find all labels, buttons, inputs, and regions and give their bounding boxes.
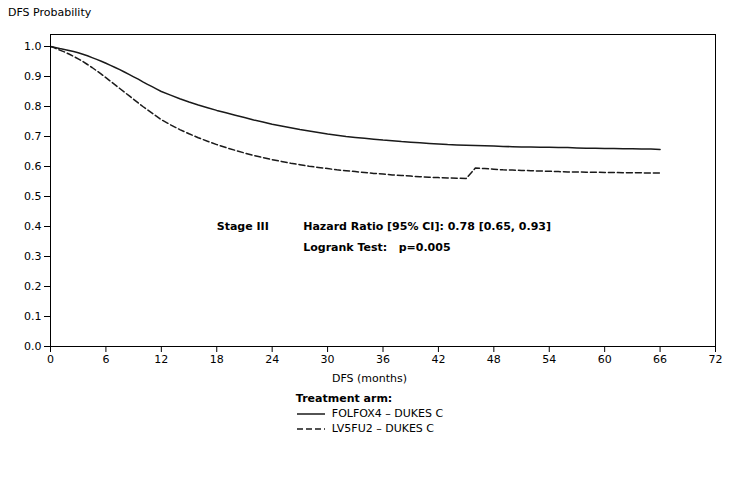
svg-text:48: 48	[487, 353, 501, 366]
svg-text:0.1: 0.1	[24, 310, 42, 323]
svg-text:30: 30	[321, 353, 335, 366]
html-text:DFS (months): DFS (months)	[331, 372, 407, 385]
svg-text:0.0: 0.0	[24, 340, 42, 353]
svg-text:66: 66	[653, 353, 667, 366]
svg-text:24: 24	[265, 353, 279, 366]
svg-text:12: 12	[154, 353, 168, 366]
svg-text:0.6: 0.6	[24, 160, 42, 173]
html-text:FOLFOX4 – DUKES C: FOLFOX4 – DUKES C	[331, 407, 444, 420]
svg-text:0.4: 0.4	[24, 220, 42, 233]
svg-text:Hazard Ratio [95% CI]: 0.78 [0: Hazard Ratio [95% CI]: 0.78 [0.65, 0.93]	[303, 220, 551, 233]
svg-text:54: 54	[542, 353, 556, 366]
svg-text:Logrank Test: p=0.005: Logrank Test: p=0.005	[303, 241, 450, 254]
svg-text:0.2: 0.2	[24, 280, 42, 293]
svg-text:0.9: 0.9	[24, 70, 42, 83]
html-text:DFS Probability: DFS Probability	[8, 6, 92, 19]
html-text:LV5FU2 – DUKES C: LV5FU2 – DUKES C	[331, 422, 434, 435]
svg-text:0.3: 0.3	[24, 250, 42, 263]
svg-text:Stage III: Stage III	[217, 220, 269, 233]
svg-text:1.0: 1.0	[24, 40, 42, 53]
svg-text:18: 18	[210, 353, 224, 366]
svg-text:60: 60	[598, 353, 612, 366]
svg-text:72: 72	[709, 353, 723, 366]
svg-text:42: 42	[431, 353, 445, 366]
svg-text:6: 6	[102, 353, 109, 366]
svg-text:36: 36	[376, 353, 390, 366]
svg-text:0: 0	[47, 353, 54, 366]
html-text:Treatment arm:: Treatment arm:	[295, 392, 393, 405]
svg-text:0.5: 0.5	[24, 190, 42, 203]
svg-text:0.8: 0.8	[24, 100, 42, 113]
svg-text:0.7: 0.7	[24, 130, 42, 143]
